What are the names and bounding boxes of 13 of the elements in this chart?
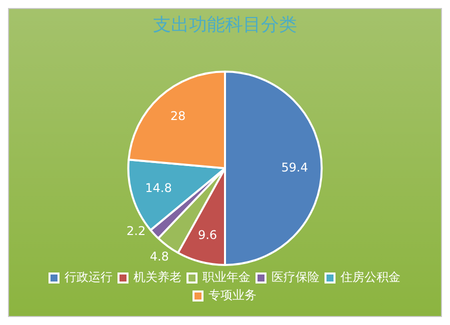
legend-label: 住房公积金 [340, 270, 400, 284]
legend-label: 行政运行 [64, 270, 112, 284]
data-label: 4.8 [150, 250, 169, 264]
legend-label: 职业年金 [202, 270, 250, 284]
legend-label: 医疗保险 [272, 270, 320, 284]
data-label: 59.4 [281, 160, 308, 174]
data-label: 2.2 [126, 224, 146, 238]
legend-label: 机关养老 [134, 270, 182, 284]
data-label: 14.8 [145, 181, 172, 196]
legend-label: 专项业务 [208, 288, 256, 302]
data-label: 9.6 [198, 228, 218, 242]
data-label: 28 [170, 109, 186, 124]
chart-title: 支出功能科目分类 [153, 14, 297, 36]
